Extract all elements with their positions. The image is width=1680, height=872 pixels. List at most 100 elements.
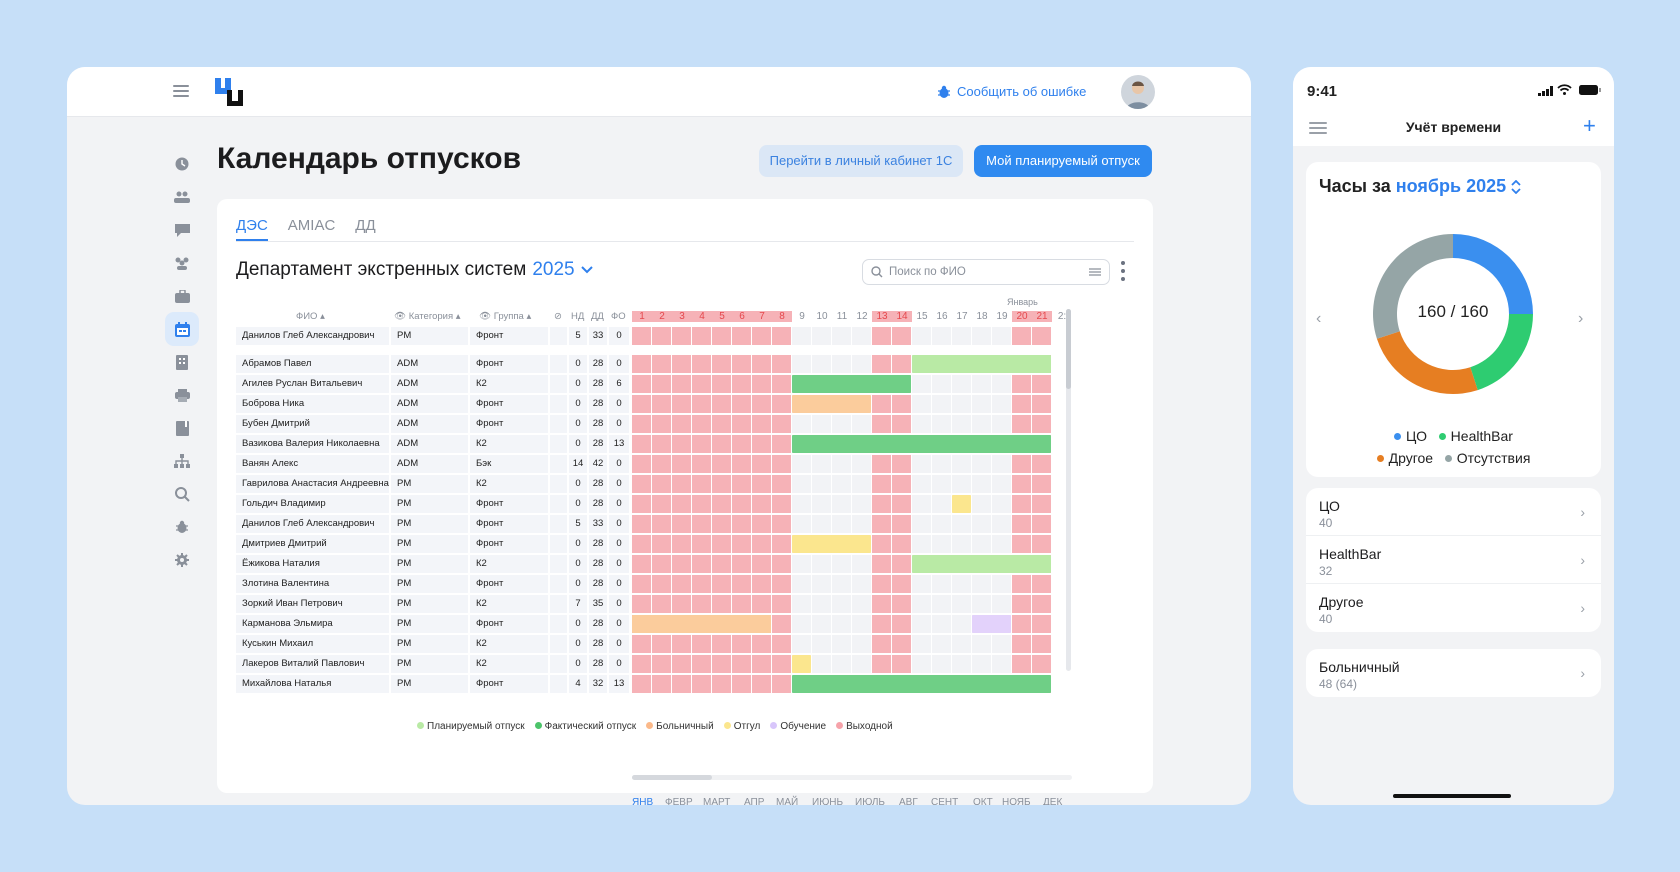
day-cell[interactable] <box>732 455 751 473</box>
day-cell[interactable] <box>912 415 931 433</box>
day-cell[interactable] <box>892 475 911 493</box>
vacation-bar[interactable] <box>912 355 1051 373</box>
day-cell[interactable] <box>732 635 751 653</box>
day-cell[interactable] <box>652 395 671 413</box>
month-label[interactable]: ИЮНЬ <box>812 797 844 805</box>
day-cell[interactable] <box>672 375 691 393</box>
day-cell[interactable] <box>652 455 671 473</box>
day-cell[interactable] <box>772 615 791 633</box>
day-cell[interactable] <box>692 475 711 493</box>
day-cell[interactable] <box>852 635 871 653</box>
month-label[interactable]: НОЯБ <box>1002 797 1031 805</box>
day-cell[interactable] <box>912 595 931 613</box>
day-cell[interactable] <box>772 675 791 693</box>
day-cell[interactable] <box>832 615 851 633</box>
day-cell[interactable] <box>892 595 911 613</box>
day-cell[interactable] <box>692 375 711 393</box>
day-cell[interactable] <box>952 655 971 673</box>
day-cell[interactable] <box>732 535 751 553</box>
day-cell[interactable] <box>912 655 931 673</box>
day-cell[interactable] <box>672 455 691 473</box>
day-cell[interactable] <box>892 615 911 633</box>
day-cell[interactable] <box>672 495 691 513</box>
sidebar-item-structure[interactable] <box>165 444 199 478</box>
day-cell[interactable] <box>852 475 871 493</box>
day-cell[interactable] <box>1012 595 1031 613</box>
day-cell[interactable] <box>712 495 731 513</box>
day-cell[interactable] <box>832 635 851 653</box>
day-cell[interactable] <box>852 575 871 593</box>
day-cell[interactable] <box>972 595 991 613</box>
day-cell[interactable] <box>792 635 811 653</box>
day-cell[interactable] <box>712 515 731 533</box>
day-cell[interactable] <box>1032 495 1051 513</box>
search-input[interactable]: Поиск по ФИО <box>862 259 1110 285</box>
day-cell[interactable] <box>972 535 991 553</box>
day-cell[interactable] <box>872 595 891 613</box>
day-cell[interactable] <box>892 355 911 373</box>
day-cell[interactable] <box>952 575 971 593</box>
sidebar-item-bugs[interactable] <box>165 510 199 544</box>
day-cell[interactable] <box>732 595 751 613</box>
day-cell[interactable] <box>632 675 651 693</box>
day-cell[interactable] <box>672 655 691 673</box>
day-cell[interactable] <box>952 415 971 433</box>
day-cell[interactable] <box>632 515 651 533</box>
day-cell[interactable] <box>912 375 931 393</box>
menu-icon[interactable] <box>173 85 189 97</box>
day-cell[interactable] <box>632 395 651 413</box>
day-cell[interactable] <box>972 475 991 493</box>
sidebar-item-people[interactable] <box>165 180 199 214</box>
day-cell[interactable] <box>792 495 811 513</box>
day-cell[interactable] <box>692 455 711 473</box>
day-cell[interactable] <box>672 535 691 553</box>
day-cell[interactable] <box>912 455 931 473</box>
day-cell[interactable] <box>912 395 931 413</box>
menu-icon[interactable] <box>1309 122 1327 134</box>
day-cell[interactable] <box>1032 615 1051 633</box>
day-cell[interactable] <box>632 635 651 653</box>
day-cell[interactable] <box>852 355 871 373</box>
day-cell[interactable] <box>832 575 851 593</box>
day-cell[interactable] <box>732 355 751 373</box>
day-cell[interactable] <box>852 415 871 433</box>
day-cell[interactable] <box>972 415 991 433</box>
day-cell[interactable] <box>672 327 691 345</box>
day-cell[interactable] <box>772 435 791 453</box>
day-cell[interactable] <box>972 395 991 413</box>
day-cell[interactable] <box>772 395 791 413</box>
col-header-group[interactable]: 👁 Группа ▴ <box>479 311 532 322</box>
day-cell[interactable] <box>1012 375 1031 393</box>
day-cell[interactable] <box>892 635 911 653</box>
day-cell[interactable] <box>812 455 831 473</box>
day-cell[interactable] <box>812 515 831 533</box>
day-cell[interactable] <box>932 395 951 413</box>
list-item-co[interactable]: ЦО 40 › <box>1306 488 1601 536</box>
day-cell[interactable] <box>712 415 731 433</box>
day-cell[interactable] <box>772 415 791 433</box>
filter-icon[interactable] <box>1089 268 1101 276</box>
day-cell[interactable] <box>772 515 791 533</box>
day-cell[interactable] <box>672 435 691 453</box>
day-cell[interactable] <box>712 327 731 345</box>
day-cell[interactable] <box>732 655 751 673</box>
day-cell[interactable] <box>992 475 1011 493</box>
day-cell[interactable] <box>992 635 1011 653</box>
day-cell[interactable] <box>992 655 1011 673</box>
day-cell[interactable] <box>892 395 911 413</box>
day-cell[interactable] <box>832 415 851 433</box>
day-cell[interactable] <box>772 455 791 473</box>
day-cell[interactable] <box>712 555 731 573</box>
day-cell[interactable] <box>652 375 671 393</box>
day-cell[interactable] <box>692 595 711 613</box>
day-cell[interactable] <box>792 327 811 345</box>
day-cell[interactable] <box>692 495 711 513</box>
day-cell[interactable] <box>652 595 671 613</box>
day-cell[interactable] <box>712 655 731 673</box>
day-cell[interactable] <box>752 395 771 413</box>
day-cell[interactable] <box>792 615 811 633</box>
day-cell[interactable] <box>952 455 971 473</box>
day-cell[interactable] <box>632 535 651 553</box>
day-cell[interactable] <box>1032 655 1051 673</box>
day-cell[interactable] <box>672 635 691 653</box>
